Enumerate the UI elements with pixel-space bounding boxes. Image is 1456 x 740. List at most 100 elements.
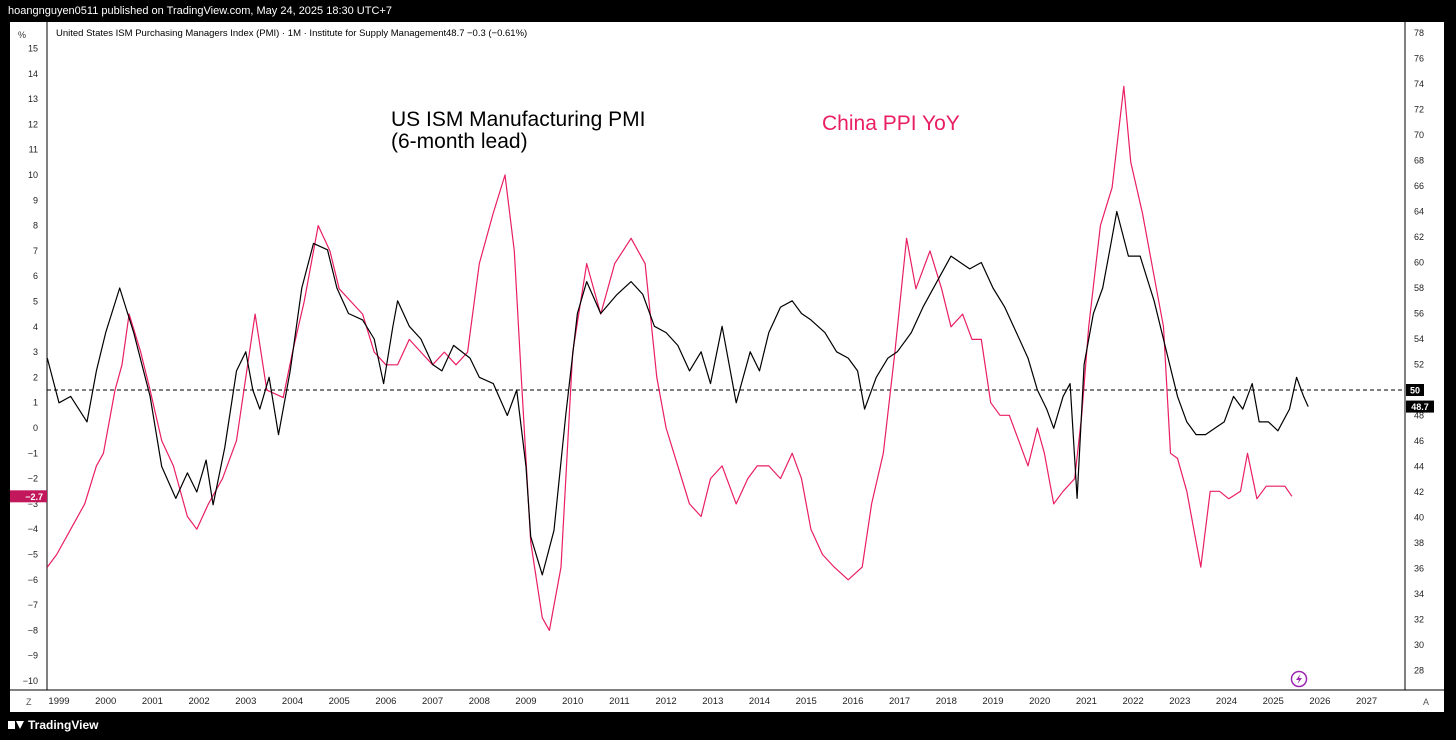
- x-tick-label: 2025: [1263, 696, 1284, 707]
- right-tick-label: 76: [1414, 54, 1424, 64]
- left-tick-label: −4: [28, 524, 38, 534]
- right-tick-label: 40: [1414, 513, 1424, 523]
- chart-frame: % United States ISM Purchasing Managers …: [10, 22, 1444, 712]
- left-tick-label: 2: [33, 372, 38, 382]
- plot-background: [10, 22, 1444, 712]
- right-current-value-label: 48.7: [1411, 402, 1429, 412]
- right-tick-label: 44: [1414, 462, 1424, 472]
- legend-symbol-text: United States ISM Purchasing Managers In…: [56, 28, 447, 39]
- bottom-right-corner-a[interactable]: A: [1423, 697, 1429, 707]
- x-tick-label: 2019: [982, 696, 1003, 707]
- lightning-icon[interactable]: [1290, 670, 1308, 688]
- annotation-ppi-label: China PPI YoY: [822, 112, 960, 135]
- left-tick-label: 5: [33, 297, 38, 307]
- chart-svg[interactable]: % United States ISM Purchasing Managers …: [10, 22, 1444, 712]
- tradingview-logo[interactable]: TradingView: [8, 718, 98, 732]
- right-tick-label: 62: [1414, 232, 1424, 242]
- x-tick-label: 2024: [1216, 696, 1237, 707]
- left-tick-label: −6: [28, 575, 38, 585]
- right-tick-label: 58: [1414, 283, 1424, 293]
- x-tick-label: 2016: [842, 696, 863, 707]
- x-axis-ticks: 1999 2000 2001 2002 2003 2004 2005 2006 2007 2008…: [48, 696, 1377, 707]
- left-tick-label: 3: [33, 347, 38, 357]
- x-tick-label: 2015: [796, 696, 817, 707]
- left-tick-label: 7: [33, 246, 38, 256]
- left-tick-label: −2: [28, 474, 38, 484]
- right-tick-label: 72: [1414, 105, 1424, 115]
- left-tick-label: −8: [28, 625, 38, 635]
- left-tick-label: 8: [33, 221, 38, 231]
- right-current-value-badge: [1406, 400, 1434, 413]
- x-tick-label: 2007: [422, 696, 443, 707]
- left-tick-label: 10: [28, 170, 38, 180]
- left-tick-label: −7: [28, 600, 38, 610]
- x-tick-label: 2012: [656, 696, 677, 707]
- right-tick-label: 46: [1414, 436, 1424, 446]
- x-tick-label: 1999: [48, 696, 69, 707]
- right-tick-label: 52: [1414, 360, 1424, 370]
- right-tick-label: 32: [1414, 615, 1424, 625]
- right-tick-label: 48: [1414, 411, 1424, 421]
- right-tick-label: 68: [1414, 156, 1424, 166]
- left-tick-label: −3: [28, 499, 38, 509]
- left-tick-label: 4: [33, 322, 38, 332]
- right-tick-label: 38: [1414, 538, 1424, 548]
- right-tick-label: 78: [1414, 28, 1424, 38]
- right-tick-label: 66: [1414, 181, 1424, 191]
- left-tick-label: −9: [28, 651, 38, 661]
- left-tick-label: −10: [23, 676, 38, 686]
- x-tick-label: 2005: [329, 696, 350, 707]
- left-tick-label: 9: [33, 195, 38, 205]
- x-tick-label: 2004: [282, 696, 303, 707]
- pmi-series-line: [46, 210, 1309, 576]
- x-tick-label: 2018: [936, 696, 957, 707]
- right-tick-label: 34: [1414, 589, 1424, 599]
- tradingview-logo-icon: [8, 719, 24, 731]
- right-tick-label: 70: [1414, 130, 1424, 140]
- right-tick-label: 56: [1414, 309, 1424, 319]
- series-layer: [46, 85, 1309, 631]
- x-tick-label: 2002: [189, 696, 210, 707]
- right-tick-label: 54: [1414, 334, 1424, 344]
- left-tick-label: 1: [33, 398, 38, 408]
- x-tick-label: 2013: [702, 696, 723, 707]
- right-reference-badge: [1406, 384, 1424, 396]
- right-tick-label: 36: [1414, 564, 1424, 574]
- x-tick-label: 2027: [1356, 696, 1377, 707]
- annotation-pmi-line2: (6-month lead): [391, 130, 528, 153]
- left-axis-unit: %: [18, 30, 26, 40]
- legend-change: −0.3 (−0.61%): [467, 28, 527, 39]
- right-axis-ticks: 78 76 74 72 70 68 66 64 62 60 58 56 54 52 48 46 44 42 40 38…: [1414, 28, 1424, 676]
- x-tick-label: 2009: [515, 696, 536, 707]
- left-tick-label: 0: [33, 423, 38, 433]
- x-tick-label: 2008: [469, 696, 490, 707]
- left-tick-label: 12: [28, 119, 38, 129]
- right-reference-badge-label: 50: [1410, 386, 1420, 396]
- left-current-value-badge: [10, 490, 47, 503]
- left-tick-label: 6: [33, 271, 38, 281]
- left-tick-label: 14: [28, 69, 38, 79]
- left-tick-label: 13: [28, 94, 38, 104]
- x-tick-label: 2001: [142, 696, 163, 707]
- tradingview-brand-text: TradingView: [28, 718, 99, 732]
- ppi-series-line: [46, 85, 1293, 631]
- x-tick-label: 2023: [1169, 696, 1190, 707]
- right-tick-label: 30: [1414, 640, 1424, 650]
- left-tick-label: −1: [28, 448, 38, 458]
- left-current-value-label: −2.7: [25, 492, 43, 502]
- right-tick-label: 64: [1414, 207, 1424, 217]
- right-tick-label: 60: [1414, 258, 1424, 268]
- x-tick-label: 2011: [609, 696, 629, 707]
- right-tick-label: 42: [1414, 487, 1424, 497]
- left-axis-ticks: 1514131211109876543210−1−2−3−4−5−6−7−8−9…: [23, 44, 38, 687]
- x-tick-label: 2026: [1309, 696, 1330, 707]
- annotation-pmi-line1: US ISM Manufacturing PMI: [391, 108, 645, 131]
- x-tick-label: 2014: [749, 696, 770, 707]
- x-tick-label: 2020: [1029, 696, 1050, 707]
- left-tick-label: −5: [28, 550, 38, 560]
- bottom-left-corner-z[interactable]: Z: [26, 697, 32, 707]
- right-tick-label: 74: [1414, 79, 1424, 89]
- left-tick-label: 11: [29, 145, 38, 155]
- x-tick-label: 2000: [95, 696, 116, 707]
- x-tick-label: 2022: [1123, 696, 1144, 707]
